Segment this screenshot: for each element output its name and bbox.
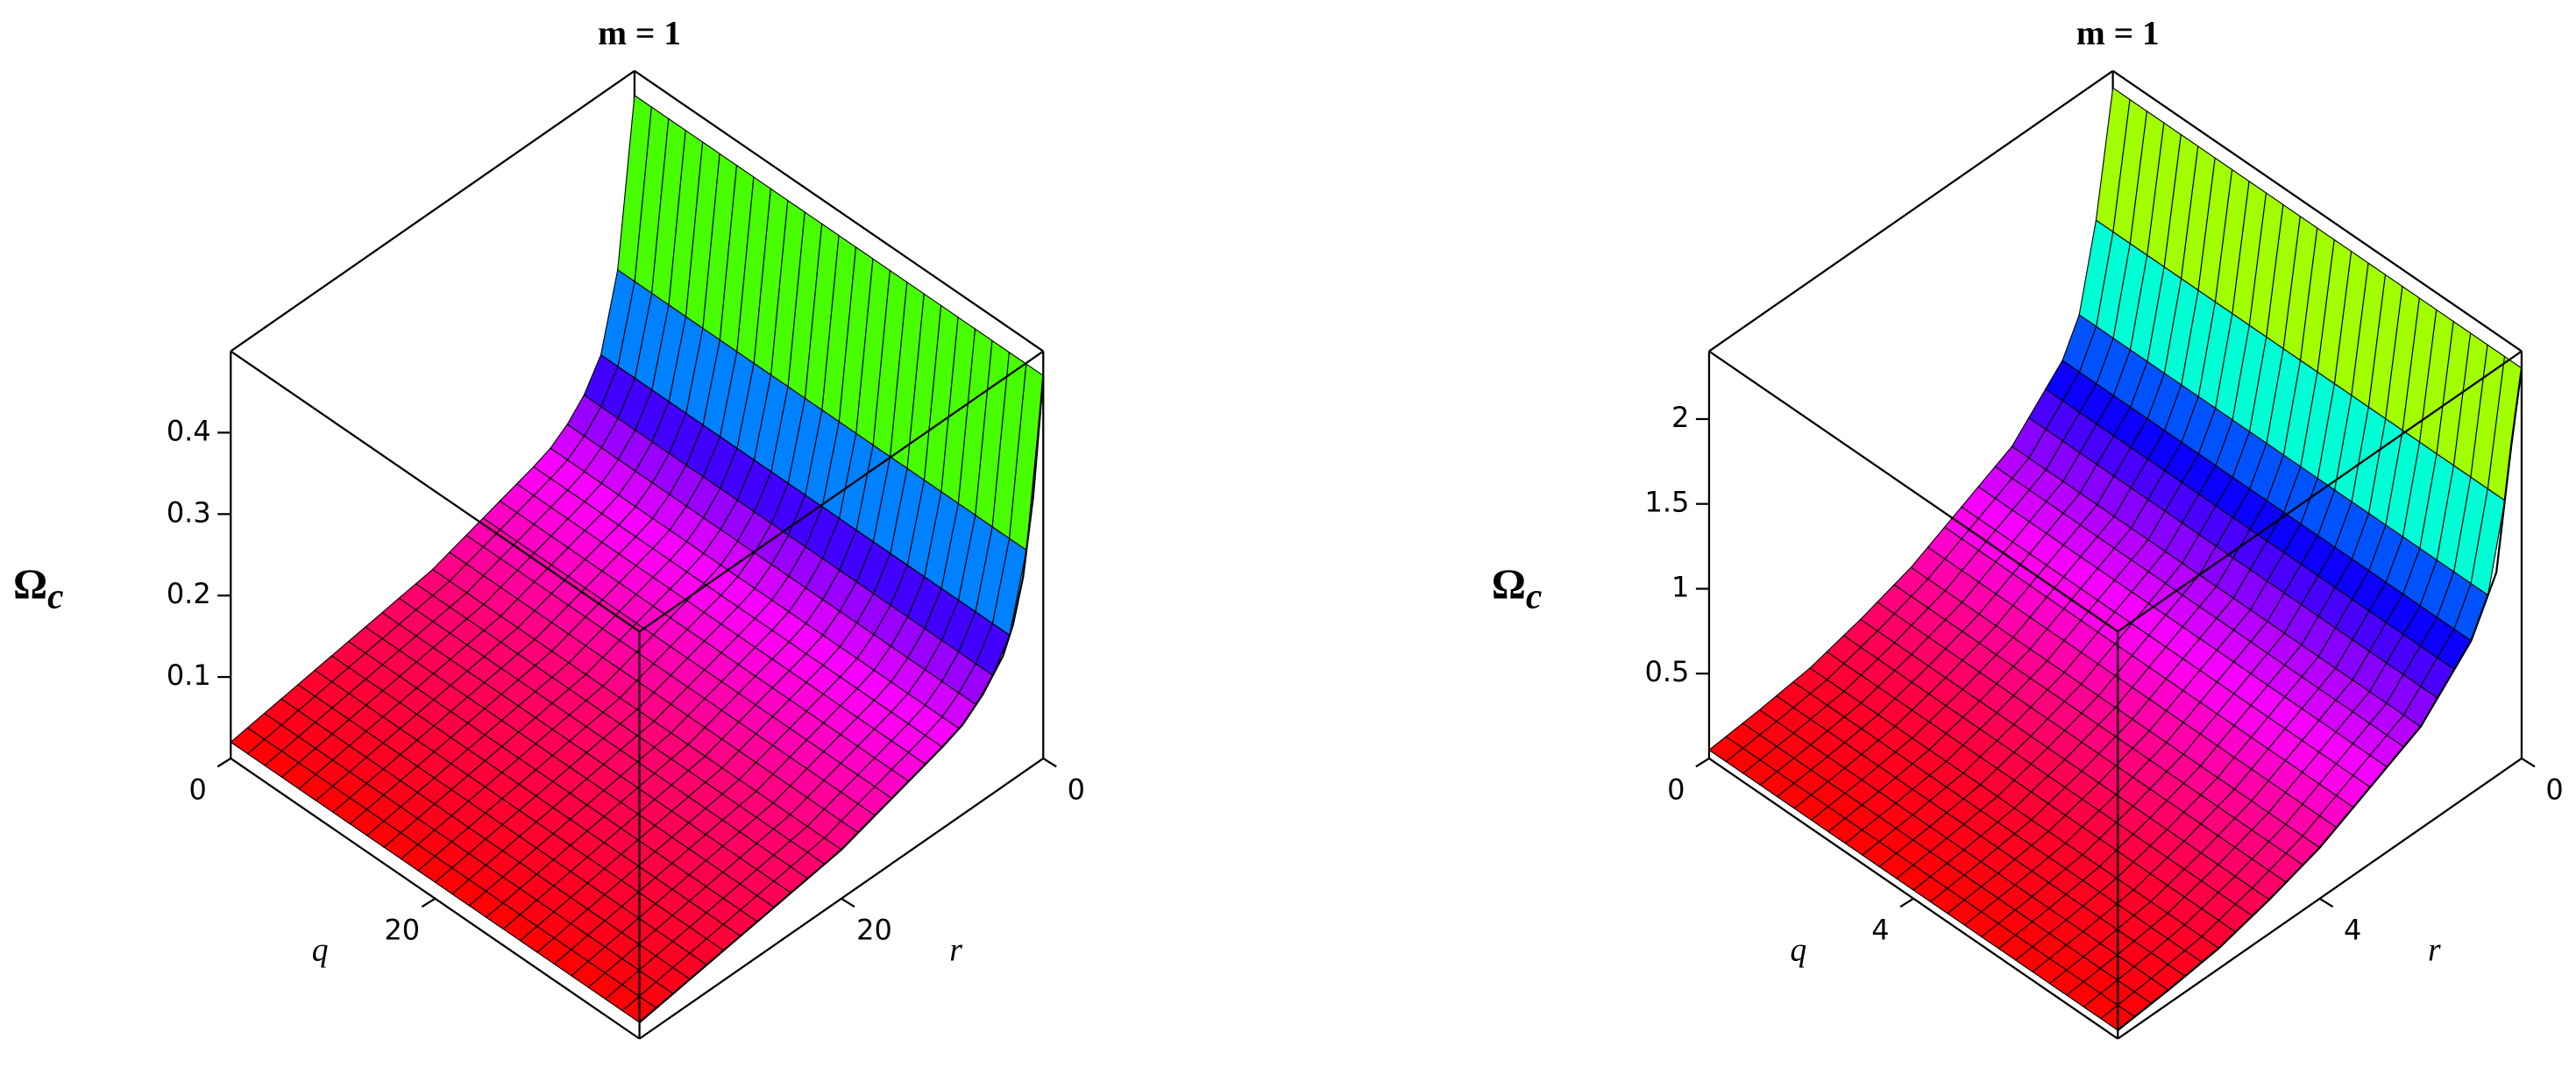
x-tick <box>216 758 231 768</box>
surface-panel: 0.1 0.2 0.3 0.4 0 20 0 20 q r m = 1 Ωc <box>13 13 1085 1040</box>
x-tick <box>421 897 436 908</box>
y-tick-label: 20 <box>856 913 892 946</box>
box-edge <box>2117 350 2523 633</box>
z-axis-label: Ωc <box>13 560 63 616</box>
y-tick-label: 0 <box>2545 773 2563 807</box>
y-tick-label: 4 <box>2344 913 2361 946</box>
surface-edge <box>638 375 1045 1023</box>
z-axis-subscript: c <box>47 576 63 616</box>
z-tick-label: 1.5 <box>1645 486 1690 519</box>
y-tick <box>1042 758 1057 768</box>
z-axis-symbol: Ω <box>13 560 47 609</box>
z-tick-label: 2 <box>1671 401 1689 434</box>
y-axis-label: r <box>2428 931 2441 968</box>
surface-edge <box>2117 367 2523 1031</box>
box-edge <box>230 350 641 633</box>
x-axis-label: q <box>1790 931 1806 968</box>
z-tick-label: 1 <box>1671 570 1689 603</box>
z-axis-symbol: Ω <box>1492 560 1526 609</box>
box-edge <box>230 69 635 352</box>
x-tick-label: 0 <box>188 773 206 807</box>
x-tick <box>1695 758 1710 768</box>
x-tick <box>1899 897 1914 908</box>
z-tick-label: 0.5 <box>1645 655 1690 688</box>
z-tick-label: 0.1 <box>167 659 211 692</box>
x-tick-label: 4 <box>1871 913 1889 946</box>
z-axis-label: Ωc <box>1492 560 1543 616</box>
box-edge <box>638 350 1044 633</box>
box-edge <box>1708 69 2114 352</box>
surface-panel: 0.5 1 1.5 2 0 4 0 4 q r m = 1 Ωc <box>1492 13 2564 1040</box>
z-tick-label: 0.2 <box>167 577 211 610</box>
z-tick-label: 0.3 <box>167 495 211 529</box>
y-tick <box>841 897 855 908</box>
x-axis-label: q <box>312 931 329 968</box>
x-tick-label: 0 <box>1667 773 1685 807</box>
x-tick-label: 20 <box>384 913 420 946</box>
box-edge <box>634 69 1044 352</box>
y-tick <box>2319 897 2334 908</box>
y-axis-label: r <box>949 931 962 968</box>
chart-title: m = 1 <box>2076 13 2160 52</box>
box-edge <box>1708 350 2118 633</box>
y-tick <box>2521 758 2536 768</box>
z-tick-label: 0.4 <box>167 414 211 447</box>
y-tick-label: 0 <box>1068 773 1085 807</box>
z-axis-subscript: c <box>1526 576 1542 616</box>
box-edge <box>2111 69 2523 352</box>
chart-title: m = 1 <box>598 13 681 52</box>
